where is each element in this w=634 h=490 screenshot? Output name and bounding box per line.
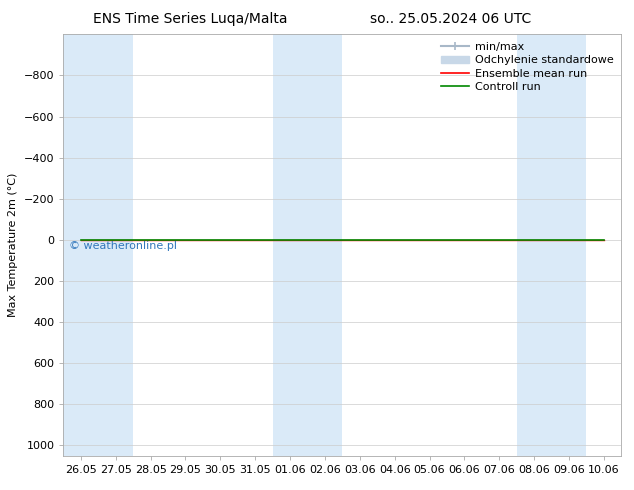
Bar: [552, 34, 586, 456]
Bar: [98, 34, 133, 456]
Y-axis label: Max Temperature 2m (°C): Max Temperature 2m (°C): [8, 173, 18, 317]
Text: ENS Time Series Luqa/Malta: ENS Time Series Luqa/Malta: [93, 12, 287, 26]
Bar: [307, 34, 342, 456]
Text: so.. 25.05.2024 06 UTC: so.. 25.05.2024 06 UTC: [370, 12, 531, 26]
Bar: [63, 34, 98, 456]
Legend: min/max, Odchylenie standardowe, Ensemble mean run, Controll run: min/max, Odchylenie standardowe, Ensembl…: [437, 38, 618, 97]
Bar: [517, 34, 552, 456]
Text: © weatheronline.pl: © weatheronline.pl: [69, 241, 177, 251]
Bar: [273, 34, 307, 456]
